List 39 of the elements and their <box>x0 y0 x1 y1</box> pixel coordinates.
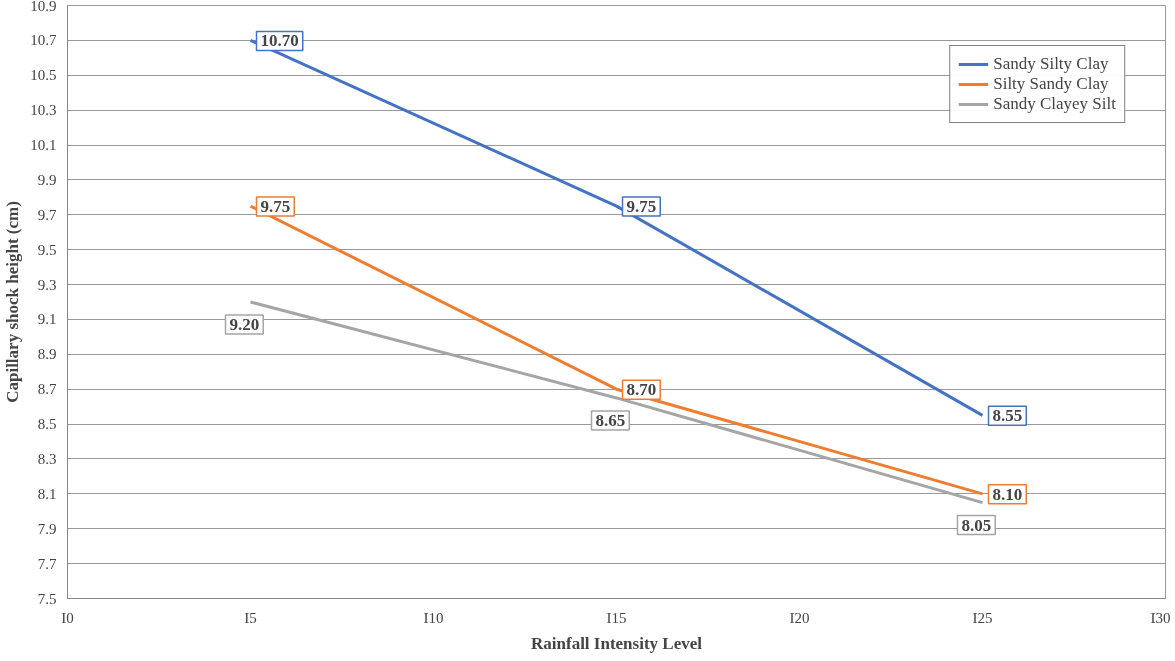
x-tick-label: I5 <box>244 609 257 626</box>
y-tick-label: 10.5 <box>30 67 57 84</box>
x-tick-label: I30 <box>1150 609 1171 626</box>
y-tick-label: 8.5 <box>37 416 57 433</box>
y-tick-label: 8.7 <box>37 381 57 398</box>
data-label: 8.10 <box>992 484 1023 504</box>
x-tick-label: I20 <box>789 609 810 626</box>
y-tick-label: 8.1 <box>37 485 57 502</box>
data-label: 8.65 <box>595 410 626 430</box>
y-tick-label: 10.3 <box>30 102 57 119</box>
y-axis-title: Capillary shock height (cm) <box>3 201 23 403</box>
legend-label: Sandy Clayey Silt <box>993 94 1116 114</box>
x-tick-label: I0 <box>61 609 74 626</box>
x-tick-label: I10 <box>423 609 444 626</box>
y-tick-label: 8.9 <box>37 346 57 363</box>
data-label: 8.05 <box>961 515 992 535</box>
y-tick-label: 10.1 <box>30 137 57 154</box>
y-tick-label: 7.7 <box>37 555 57 572</box>
y-tick-label: 10.7 <box>30 32 57 49</box>
data-label: 8.70 <box>626 380 657 400</box>
y-tick-label: 7.5 <box>37 590 57 607</box>
legend-label: Sandy Silty Clay <box>993 54 1109 74</box>
y-tick-label: 10.9 <box>30 0 57 14</box>
legend-label: Silty Sandy Clay <box>993 74 1109 94</box>
data-label: 8.55 <box>992 406 1023 426</box>
y-tick-label: 9.7 <box>37 206 57 223</box>
data-label: 10.70 <box>260 31 299 51</box>
y-tick-label: 9.5 <box>37 241 57 258</box>
data-label: 9.20 <box>229 315 260 334</box>
data-label: 9.75 <box>626 197 657 217</box>
y-tick-label: 9.1 <box>37 311 57 328</box>
y-tick-label: 9.3 <box>37 276 57 293</box>
y-tick-label: 7.9 <box>37 520 57 537</box>
x-tick-label: I25 <box>972 609 993 626</box>
x-tick-label: I15 <box>606 609 627 626</box>
x-axis-title: Rainfall Intensity Level <box>531 633 703 653</box>
y-tick-label: 8.3 <box>37 450 57 467</box>
y-tick-label: 9.9 <box>37 171 57 188</box>
data-label: 9.75 <box>260 197 291 217</box>
